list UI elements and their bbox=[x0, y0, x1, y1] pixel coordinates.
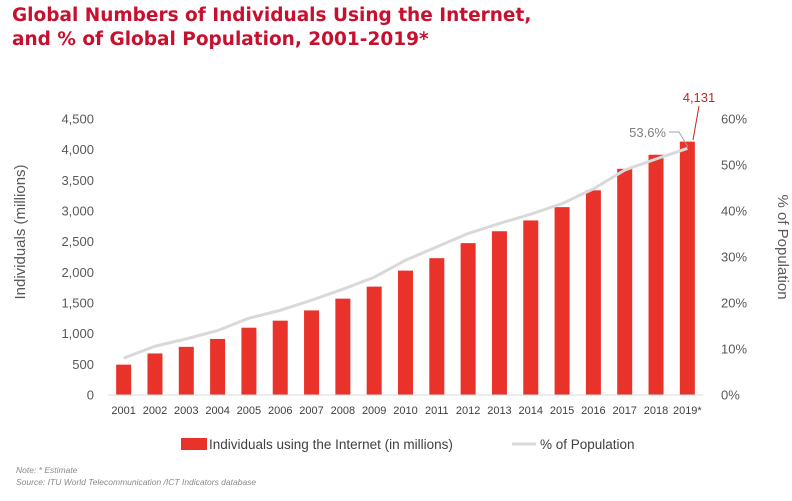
y-tick-label: 3,500 bbox=[61, 173, 94, 188]
bar-2019* bbox=[679, 141, 695, 395]
bar-2016 bbox=[585, 190, 601, 395]
right-y-axis-title: % of Population bbox=[774, 194, 791, 299]
right-y-axis-ticks: 0% 10% 20% 30% 40% 50% 60% bbox=[721, 112, 747, 403]
bar-2018 bbox=[648, 154, 664, 395]
bar-2006 bbox=[272, 320, 288, 395]
x-tick-label: 2016 bbox=[581, 405, 605, 417]
y-tick-label: 4,000 bbox=[61, 142, 94, 157]
x-tick-label: 2004 bbox=[205, 405, 229, 417]
bar-series bbox=[116, 141, 695, 395]
bar-2004 bbox=[210, 338, 226, 395]
x-tick-label: 2009 bbox=[362, 405, 386, 417]
percent-line-series bbox=[123, 147, 688, 360]
x-tick-label: 2018 bbox=[644, 405, 668, 417]
bar-2012 bbox=[460, 243, 476, 395]
x-tick-label: 2014 bbox=[519, 405, 543, 417]
bar-2010 bbox=[398, 270, 413, 395]
legend: Individuals using the Internet (in milli… bbox=[181, 437, 635, 452]
bar-2001 bbox=[116, 364, 132, 395]
y-tick-label: 1,500 bbox=[61, 296, 94, 311]
y2-tick-label: 60% bbox=[721, 112, 747, 127]
y2-tick-label: 40% bbox=[721, 204, 747, 219]
left-y-axis-title: Individuals (millions) bbox=[12, 164, 29, 299]
bar-2011 bbox=[429, 258, 445, 395]
x-tick-label: 2013 bbox=[487, 405, 511, 417]
x-axis-ticks: 2001 2002 2003 2004 2005 2006 2007 2008 2009 2010… bbox=[111, 405, 702, 417]
chart-area: 0 500 1,000 1,500 2,000 2,500 3,000 3,500 4,000 4… bbox=[12, 90, 791, 452]
bar-2009 bbox=[366, 286, 382, 395]
y-tick-label: 1,000 bbox=[61, 326, 94, 341]
y-tick-label: 2,500 bbox=[61, 234, 94, 249]
x-tick-label: 2007 bbox=[299, 405, 323, 417]
y2-tick-label: 10% bbox=[721, 342, 747, 357]
y-tick-label: 3,000 bbox=[61, 204, 94, 219]
y2-tick-label: 50% bbox=[721, 158, 747, 173]
y-tick-label: 2,000 bbox=[61, 265, 94, 280]
source-text: Source: ITU World Telecommunication /ICT… bbox=[16, 477, 257, 487]
last-point-leader-line bbox=[669, 131, 689, 148]
x-tick-label: 2011 bbox=[425, 405, 449, 417]
left-y-axis-ticks: 0 500 1,000 1,500 2,000 2,500 3,000 3,500 4,000 4… bbox=[61, 112, 94, 403]
y-tick-label: 4,500 bbox=[61, 112, 94, 127]
footnotes: Note: * Estimate Source: ITU World Telec… bbox=[16, 464, 256, 488]
chart-title: Global Numbers of Individuals Using the … bbox=[12, 4, 531, 52]
chart-title-line-1: Global Numbers of Individuals Using the … bbox=[12, 5, 532, 26]
x-tick-label: 2019* bbox=[673, 405, 702, 417]
x-tick-label: 2003 bbox=[174, 405, 198, 417]
legend-bar-swatch bbox=[181, 438, 207, 450]
bar-2015 bbox=[554, 207, 570, 395]
x-tick-label: 2010 bbox=[393, 405, 417, 417]
bar-2002 bbox=[147, 353, 163, 395]
bar-2017 bbox=[617, 168, 633, 395]
x-tick-label: 2008 bbox=[331, 405, 355, 417]
x-tick-label: 2005 bbox=[237, 405, 261, 417]
note-text: Note: * Estimate bbox=[16, 465, 78, 475]
last-bar-value-label: 4,131 bbox=[683, 90, 716, 105]
y2-tick-label: 30% bbox=[721, 250, 747, 265]
x-tick-label: 2017 bbox=[612, 405, 636, 417]
x-tick-label: 2001 bbox=[111, 405, 135, 417]
x-tick-label: 2012 bbox=[456, 405, 480, 417]
bar-2005 bbox=[241, 327, 257, 395]
chart-title-line-2: and % of Global Population, 2001-2019* bbox=[12, 29, 429, 50]
x-tick-label: 2006 bbox=[268, 405, 292, 417]
last-point-value-label: 53.6% bbox=[629, 125, 666, 140]
y-tick-label: 500 bbox=[72, 357, 94, 372]
y2-tick-label: 0% bbox=[721, 388, 740, 403]
y-tick-label: 0 bbox=[87, 388, 94, 403]
last-bar-leader-line bbox=[692, 105, 700, 141]
bar-2014 bbox=[523, 220, 539, 395]
bar-2003 bbox=[178, 346, 194, 395]
legend-bar-label: Individuals using the Internet (in milli… bbox=[209, 437, 453, 452]
legend-line-label: % of Population bbox=[540, 437, 635, 452]
bar-2008 bbox=[335, 298, 351, 395]
x-tick-label: 2002 bbox=[143, 405, 167, 417]
bar-2013 bbox=[491, 231, 507, 395]
y2-tick-label: 20% bbox=[721, 296, 747, 311]
x-tick-label: 2015 bbox=[550, 405, 574, 417]
bar-2007 bbox=[304, 310, 320, 395]
